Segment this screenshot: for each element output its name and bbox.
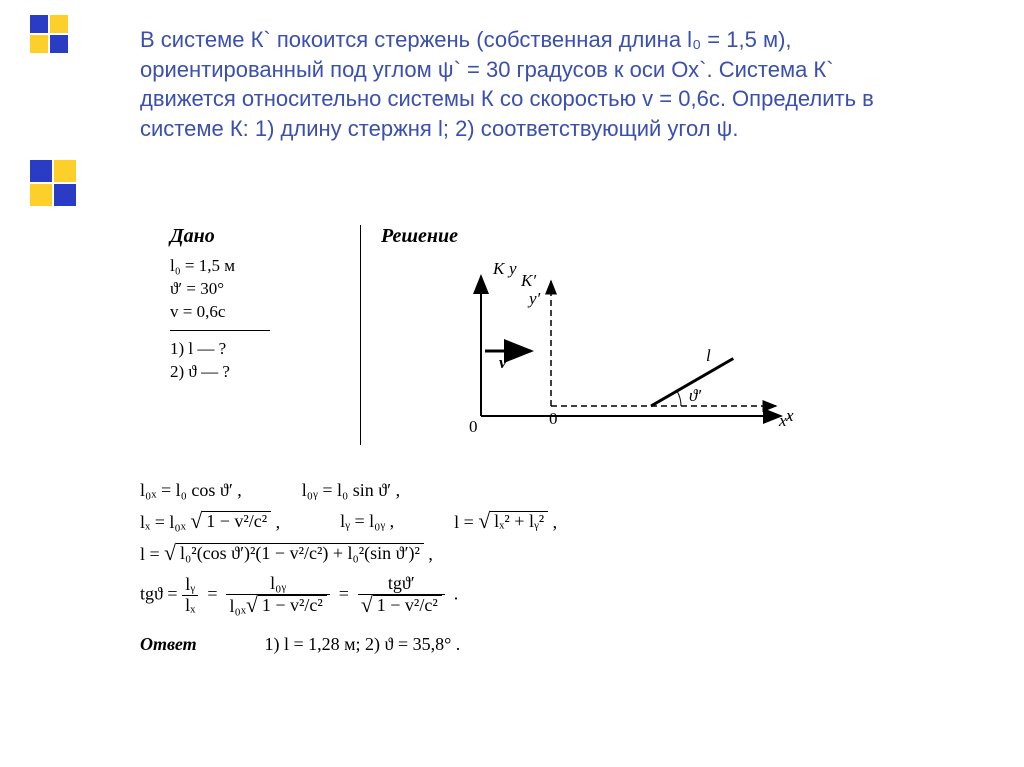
formula-tan: tgϑ = lᵧ lₓ = l₀ᵧ l₀ₓ√1 − v²/c² = tgϑ′: [140, 574, 910, 617]
formula-contraction: lₓ = l₀ₓ √1 − v²/c² , lᵧ = l₀ᵧ , l = √lₓ…: [140, 511, 910, 533]
find-l: 1) l — ?: [170, 339, 360, 359]
svg-text:v: v: [499, 353, 507, 372]
problem-title: В системе К` покоится стержень (собствен…: [140, 25, 900, 144]
f-l0x: l₀ₓ = l₀ cos ϑ′ ,: [140, 481, 242, 501]
given-divider: [170, 330, 270, 331]
formula-l-full: l = √l₀²(cos ϑ′)²(1 − v²/c²) + l₀²(sin ϑ…: [140, 543, 910, 565]
svg-text:x′: x′: [778, 411, 791, 430]
svg-text:K′: K′: [520, 271, 536, 290]
f-lx: lₓ = l₀ₓ √1 − v²/c² ,: [140, 511, 280, 533]
formula-components: l₀ₓ = l₀ cos ϑ′ , l₀ᵧ = l₀ sin ϑ′ ,: [140, 481, 910, 501]
answer-label: Ответ: [140, 635, 260, 655]
formulas-block: l₀ₓ = l₀ cos ϑ′ , l₀ᵧ = l₀ sin ϑ′ , lₓ =…: [140, 481, 910, 655]
svg-text:0: 0: [469, 417, 478, 436]
svg-text:0: 0: [549, 409, 558, 428]
vertical-divider: [360, 225, 361, 445]
f-ly: lᵧ = l₀ᵧ ,: [340, 512, 394, 532]
content-area: Дано l₀ = 1,5 м ϑ′ = 30° v = 0,6c 1) l —…: [140, 225, 910, 655]
svg-text:l: l: [706, 346, 711, 365]
answer-row: Ответ 1) l = 1,28 м; 2) ϑ = 35,8° .: [140, 635, 910, 655]
svg-text:y′: y′: [527, 289, 541, 308]
given-header: Дано: [170, 225, 360, 248]
f-l-mag: l = √lₓ² + lᵧ² ,: [454, 511, 557, 533]
given-v: v = 0,6c: [170, 302, 360, 322]
answer-text: 1) l = 1,28 м; 2) ϑ = 35,8° .: [265, 634, 461, 654]
given-l0: l₀ = 1,5 м: [170, 256, 360, 276]
solution-header: Решение: [381, 225, 910, 248]
given-theta: ϑ′ = 30°: [170, 279, 360, 299]
svg-text:ϑ′: ϑ′: [689, 386, 701, 405]
find-theta: 2) ϑ — ?: [170, 362, 360, 382]
svg-text:K: K: [492, 259, 506, 278]
f-l0y: l₀ᵧ = l₀ sin ϑ′ ,: [302, 481, 400, 501]
given-column: Дано l₀ = 1,5 м ϑ′ = 30° v = 0,6c 1) l —…: [140, 225, 360, 385]
svg-text:y: y: [507, 259, 517, 278]
reference-frames-diagram: yKK′y′xx′vlϑ′00: [441, 256, 910, 461]
solution-column: Решение yKK′y′xx′vlϑ′00: [381, 225, 910, 461]
